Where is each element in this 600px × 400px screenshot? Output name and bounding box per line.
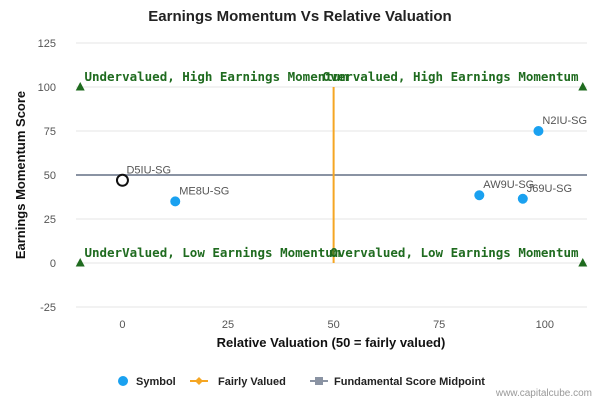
data-point-label: D5IU-SG: [126, 164, 171, 176]
y-axis-ticks: -25 0 25 50 75 100 125: [38, 38, 56, 314]
legend-label: Fundamental Score Midpoint: [334, 376, 485, 388]
reference-lines: [76, 87, 587, 263]
x-tick-label: 100: [536, 319, 554, 331]
y-tick-label: -25: [40, 302, 56, 314]
legend-label: Symbol: [136, 376, 176, 388]
quadrant-marker: [578, 258, 588, 267]
legend-symbol-icon: [118, 376, 128, 386]
legend-square-icon: [315, 377, 323, 385]
data-point: [533, 126, 544, 136]
x-axis-label: Relative Valuation (50 = fairly valued): [217, 335, 446, 350]
y-tick-label: 25: [44, 214, 56, 226]
x-tick-label: 25: [222, 319, 234, 331]
quadrant-marker: [578, 82, 588, 91]
y-tick-label: 100: [38, 82, 56, 94]
legend-label: Fairly Valued: [218, 376, 286, 388]
y-tick-label: 125: [38, 38, 56, 50]
data-point: [115, 173, 129, 187]
data-point-label: ME8U-SG: [179, 185, 229, 197]
data-point: [517, 193, 528, 204]
y-axis-label: Earnings Momentum Score: [13, 91, 28, 259]
y-tick-label: 50: [44, 170, 56, 182]
credit-text: www.capitalcube.com: [495, 388, 592, 399]
legend-diamond-icon: [195, 377, 203, 385]
quadrant-label: Overvalued, High Earnings Momentum: [323, 69, 579, 84]
quadrant-marker: [75, 82, 85, 91]
x-axis-ticks: 0 25 50 75 100: [119, 319, 554, 331]
quadrant-marker: [75, 258, 85, 267]
data-point: [170, 196, 181, 207]
y-tick-label: 75: [44, 126, 56, 138]
x-tick-label: 50: [327, 319, 339, 331]
quadrant-label: Undervalued, High Earnings Momentum: [84, 69, 348, 84]
data-point-label: N2IU-SG: [542, 115, 587, 127]
quadrant-labels: Undervalued, High Earnings MomentumOverv…: [84, 69, 579, 260]
corner-markers: [75, 82, 588, 267]
chart-title: Earnings Momentum Vs Relative Valuation: [148, 8, 451, 25]
quadrant-label: Overvalued, Low Earnings Momentum: [330, 245, 579, 260]
x-tick-label: 0: [119, 319, 125, 331]
y-tick-label: 0: [50, 258, 56, 270]
data-point-label: AW9U-SG: [483, 179, 534, 191]
quadrant-label: UnderValued, Low Earnings Momentum: [84, 245, 340, 260]
data-point-label: J69U-SG: [527, 183, 572, 195]
x-tick-label: 75: [433, 319, 445, 331]
legend: Symbol Fairly Valued Fundamental Score Mid…: [118, 376, 485, 388]
data-point: [474, 190, 485, 201]
